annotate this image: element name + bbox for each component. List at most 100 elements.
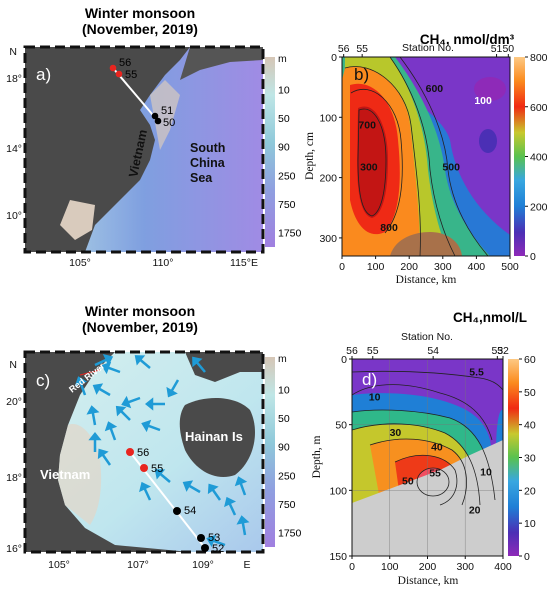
current-arrow [141, 419, 161, 433]
station-tick-label: 56 [338, 43, 350, 55]
station-tick-label: 56 [346, 345, 358, 357]
y-tick-label: 0 [341, 354, 347, 366]
x-tick-label: 400 [468, 261, 486, 273]
depth-scale-label: 50 [278, 413, 290, 425]
shelf-coast [150, 80, 180, 150]
contour-label: 600 [426, 83, 444, 95]
panel-b-section: CH₄, nmol/dm³ Station No. 56 55 51 50 300 70… [304, 32, 548, 286]
current-arrow [134, 355, 151, 369]
depth-scale-label: 750 [278, 499, 296, 511]
field-b-darkred [357, 106, 388, 218]
station-marker-c-56 [126, 448, 134, 456]
panel-b-colorbar-labels: 0 200 400 600 800 [525, 52, 548, 263]
shelf-west-c [58, 424, 102, 525]
contour-label: 800 [380, 222, 398, 234]
current-arrow [88, 431, 102, 452]
current-arrow [74, 376, 88, 396]
colorbar-tick-label: 400 [530, 152, 548, 164]
current-arrow [234, 476, 248, 496]
panel-b-colorbar [514, 57, 525, 256]
current-arrow [207, 483, 222, 501]
depth-scale-label: 10 [278, 384, 290, 396]
y-tick-label: 0 [331, 52, 337, 64]
contour-b-800 [357, 108, 387, 217]
river-line [79, 369, 101, 376]
lat-tick-c-16: 16° [6, 543, 22, 555]
lat-tick-a-18: 18° [6, 73, 22, 85]
depth-scale-bar-c [265, 357, 275, 547]
x-tick-label: 100 [367, 261, 385, 273]
label-vietnam-c: Vietnam [40, 467, 90, 482]
station-tick-label: 50 [502, 43, 514, 55]
lat-tick-c-18: 18° [6, 472, 22, 484]
panel-b-contour-labels: 300 700 800 500 600 100 [358, 83, 492, 234]
depth-scale-label: 750 [278, 199, 296, 211]
lon-tick-a-115: 115°E [230, 257, 258, 269]
station-label-55: 55 [125, 69, 137, 81]
station-marker-c-53 [197, 534, 205, 542]
depth-scale-label: 50 [278, 113, 290, 125]
station-label-c-54: 54 [184, 505, 196, 517]
panel-d-contour-labels: 10 5.5 30 40 50 55 20 10 [369, 366, 492, 516]
contour-label: 40 [431, 441, 443, 453]
contour-label: 700 [358, 119, 376, 131]
lat-tick-c-n: N [9, 359, 17, 371]
contour-label: 10 [369, 391, 381, 403]
panel-a-letter: a) [36, 65, 51, 84]
current-arrow [121, 395, 141, 409]
station-label-c-55: 55 [151, 463, 163, 475]
x-tick-label: 300 [434, 261, 452, 273]
colorbar-tick-label: 60 [524, 354, 536, 366]
contour-b-300 [399, 57, 489, 256]
station-tick-label: 54 [427, 345, 439, 357]
label-sea-line3: Sea [190, 171, 213, 185]
y-tick-label: 100 [319, 112, 337, 124]
lon-tick-c-109: 109° [192, 559, 214, 571]
colorbar-tick-label: 40 [524, 420, 536, 432]
colorbar-tick-label: 0 [530, 251, 536, 263]
station-tick-label: 55 [356, 43, 368, 55]
land-hainan [179, 398, 255, 478]
depth-scale-label: 90 [278, 142, 290, 154]
station-label-50: 50 [163, 117, 175, 129]
label-sea-line1: South [190, 141, 225, 155]
station-marker-c-52 [201, 544, 209, 552]
panel-c-letter: c) [36, 371, 50, 390]
colorbar-tick-label: 200 [530, 201, 548, 213]
current-arrow [139, 481, 152, 501]
current-arrow [144, 397, 165, 411]
contour-b-600 [344, 66, 421, 256]
station-marker-50 [154, 117, 162, 125]
panel-c-map: Winter monsoon (November, 2019) Red Rive… [6, 303, 301, 571]
panel-a-map: Winter monsoon (November, 2019) 56 55 51… [6, 5, 301, 269]
colorbar-tick-label: 600 [530, 102, 548, 114]
contour-d-30 [352, 423, 481, 506]
current-arrow [104, 421, 118, 441]
x-tick-label: 400 [494, 561, 512, 573]
contour-label: 100 [474, 95, 492, 107]
depth-scale-label: 1750 [278, 528, 302, 540]
y-tick-label: 300 [319, 233, 337, 245]
contour-label: 10 [480, 466, 492, 478]
current-arrow [97, 448, 112, 466]
shelf-south [60, 200, 95, 240]
field-b-purple-spot2 [479, 129, 497, 153]
contour-b-700 [350, 88, 403, 234]
current-arrow [182, 480, 201, 494]
x-tick-label: 500 [501, 261, 519, 273]
panel-d-title: CH₄,nmol/L [453, 310, 527, 325]
label-hainan: Hainan Is [185, 429, 243, 444]
depth-scale-unit-c: m [278, 353, 287, 365]
station-label-c-56: 56 [137, 447, 149, 459]
contour-d-10 [352, 384, 493, 441]
depth-scale-labels-a: 10 50 90 250 750 1750 [278, 84, 302, 239]
panel-b-station-axis-label: Station No. [402, 42, 454, 54]
station-label-56: 56 [119, 57, 131, 69]
contour-d-55 [416, 467, 450, 497]
contour-label: 55 [429, 468, 441, 480]
station-label-51: 51 [161, 105, 173, 117]
sediment-lens [390, 232, 462, 256]
current-arrow [86, 405, 100, 426]
